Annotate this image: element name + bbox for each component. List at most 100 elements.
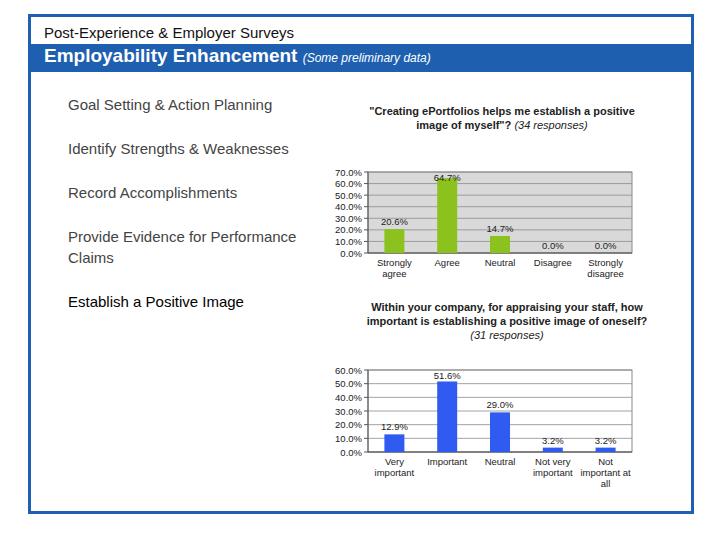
bar — [490, 412, 510, 452]
x-tick-label-line: important — [533, 467, 573, 478]
kicker: Post-Experience & Employer Surveys — [44, 24, 294, 41]
chart-title: "Creating ePortfolios helps me establish… — [362, 104, 642, 132]
y-tick — [364, 218, 368, 219]
data-label: 14.7% — [487, 223, 514, 234]
x-tick-label: Stronglydisagree — [587, 257, 623, 279]
slide-title: Employability Enhancement (Some prelimin… — [44, 45, 431, 67]
chart: 0.0%10.0%20.0%30.0%40.0%50.0%60.0%70.0%2… — [335, 167, 632, 280]
x-tick-label-line: Neutral — [485, 456, 516, 467]
x-tick-label-line: Strongly — [377, 257, 412, 268]
x-tick-label: Neutral — [485, 257, 516, 268]
data-label: 0.0% — [595, 240, 617, 251]
data-label: 20.6% — [381, 216, 408, 227]
y-tick — [364, 424, 368, 425]
data-label: 51.6% — [434, 370, 461, 381]
slide: Post-Experience & Employer Surveys Emplo… — [0, 0, 720, 540]
y-tick — [364, 195, 368, 196]
x-tick-label-line: all — [601, 478, 611, 489]
y-tick-label: 0.0% — [340, 248, 362, 259]
chart: 0.0% 10.0% 20.0% 30.0% 40.0% 50.0% 60.0% 12.9% V… — [335, 365, 632, 490]
plot-area — [368, 370, 632, 452]
bullet-item: Goal Setting & Action Planning — [68, 94, 308, 115]
charts-svg: 0.0%10.0%20.0%30.0%40.0%50.0%60.0%70.0%2… — [0, 0, 720, 540]
data-label: 29.0% — [487, 399, 514, 410]
x-tick-label-line: Not — [598, 456, 613, 467]
bullet-item: Establish a Positive Image — [68, 291, 308, 312]
grid-line — [368, 397, 632, 398]
bar — [596, 448, 616, 452]
bullet-item: Record Accomplishments — [68, 182, 308, 203]
y-tick — [364, 241, 368, 242]
x-tick-label-line: important — [375, 467, 415, 478]
y-tick-label: 60.0% — [335, 178, 362, 189]
x-tick-label: Agree — [435, 257, 460, 268]
y-tick-label: 30.0% — [335, 406, 362, 417]
bullet-item: Provide Evidence for Performance Claims — [68, 226, 308, 268]
y-tick — [364, 438, 368, 439]
chart-title-text: "Creating ePortfolios helps me establish… — [369, 105, 635, 131]
data-label: 3.2% — [595, 435, 617, 446]
x-tick-label-line: Strongly — [588, 257, 623, 268]
x-tick-label: Stronglyagree — [377, 257, 412, 279]
grid-line — [368, 411, 632, 412]
chart-subtitle: (34 responses) — [514, 119, 587, 131]
x-tick-label-line: Very — [385, 456, 404, 467]
x-tick-label-line: Neutral — [485, 257, 516, 268]
y-tick-label: 10.0% — [335, 433, 362, 444]
bar — [543, 253, 563, 254]
chart-subtitle: (31 responses) — [470, 329, 543, 341]
y-tick-label: 40.0% — [335, 201, 362, 212]
y-tick — [364, 206, 368, 207]
y-tick-label: 50.0% — [335, 190, 362, 201]
x-tick-label: Disagree — [534, 257, 572, 268]
x-tick-label-line: Agree — [435, 257, 460, 268]
bullet-list: Goal Setting & Action Planning Identify S… — [68, 94, 308, 335]
chart-title-text: Within your company, for appraising your… — [367, 301, 648, 327]
slide-note: (Some preliminary data) — [303, 51, 431, 65]
bar — [490, 236, 510, 253]
grid-line — [368, 206, 632, 207]
x-tick-label-line: agree — [382, 268, 406, 279]
y-tick — [364, 253, 368, 254]
chart-title: Within your company, for appraising your… — [362, 300, 652, 342]
data-label: 12.9% — [381, 421, 408, 432]
grid-line — [368, 370, 632, 371]
y-tick — [364, 370, 368, 371]
y-tick — [364, 183, 368, 184]
y-tick-label: 40.0% — [335, 392, 362, 403]
x-tick-label-line: important at — [581, 467, 632, 478]
y-tick — [364, 383, 368, 384]
grid-line — [368, 383, 632, 384]
bar — [596, 253, 616, 254]
bar — [543, 448, 563, 452]
y-tick-label: 50.0% — [335, 378, 362, 389]
x-tick-label-line: disagree — [587, 268, 623, 279]
bar — [437, 381, 457, 452]
x-tick-label-line: Not very — [535, 456, 571, 467]
bullet-item: Identify Strengths & Weaknesses — [68, 138, 308, 159]
y-tick — [364, 172, 368, 173]
data-label: 64.7% — [434, 172, 461, 183]
x-tick-label: Not veryimportant — [533, 456, 573, 478]
y-tick-label: 20.0% — [335, 224, 362, 235]
x-tick-label-line: Disagree — [534, 257, 572, 268]
bars — [384, 381, 615, 452]
grid-line — [368, 195, 632, 196]
y-tick-label: 0.0% — [340, 447, 362, 458]
y-axis — [368, 370, 369, 452]
data-label: 0.0% — [542, 240, 564, 251]
grid-line — [368, 172, 632, 173]
bar — [384, 229, 404, 253]
y-tick — [364, 411, 368, 412]
bar — [384, 434, 404, 452]
y-tick-label: 10.0% — [335, 236, 362, 247]
plot-area — [368, 172, 632, 253]
y-tick-label: 30.0% — [335, 213, 362, 224]
y-tick-label: 60.0% — [335, 365, 362, 376]
bar — [437, 178, 457, 253]
y-tick — [364, 452, 368, 453]
y-tick-label: 20.0% — [335, 419, 362, 430]
y-tick-label: 70.0% — [335, 167, 362, 178]
grid-line — [368, 183, 632, 184]
y-tick — [364, 397, 368, 398]
